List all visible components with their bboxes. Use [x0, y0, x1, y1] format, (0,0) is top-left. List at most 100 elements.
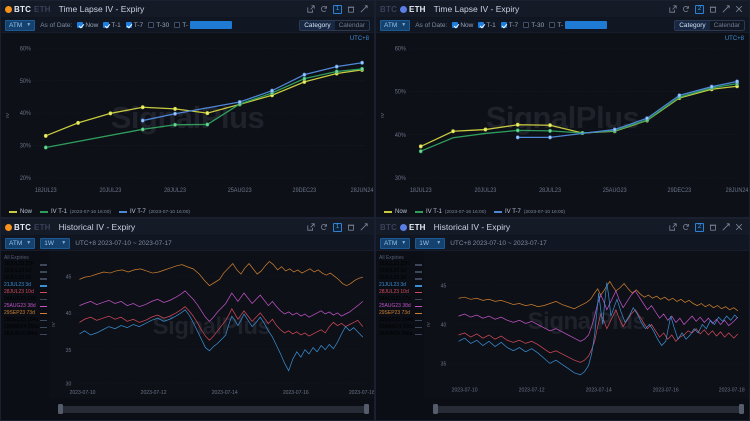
time-range-slider[interactable] — [376, 398, 749, 420]
coin-tabs[interactable]: BTC ETH — [380, 5, 426, 14]
coin-tab-eth[interactable]: ETH — [34, 223, 51, 232]
expiry-item-active[interactable]: 29SEP23 73d — [379, 310, 424, 317]
legend-item-now[interactable]: Now — [9, 209, 32, 215]
expiry-list: All Expiries 18JUL23 22h 19JUL23 1d 20JU… — [1, 251, 49, 398]
expiry-item-active[interactable]: 28JUL23 10d — [4, 289, 49, 296]
checkbox-now[interactable]: Now — [77, 22, 98, 29]
panel-index-badge[interactable]: 2 — [695, 4, 704, 14]
legend-item-t7[interactable]: IV T-7 (2023-07-10 16:00) — [494, 209, 565, 215]
coin-tabs[interactable]: BTC ETH — [380, 223, 426, 232]
coin-tab-eth[interactable]: ETH — [34, 5, 51, 14]
legend-swatch — [119, 211, 127, 213]
close-icon[interactable] — [735, 223, 743, 231]
checkbox-custom-date[interactable]: T- — [549, 21, 607, 29]
expiry-item[interactable]: 29MAR24 255d — [379, 324, 424, 331]
refresh-icon[interactable] — [682, 223, 690, 231]
view-mode-toggle[interactable]: Category Calendar — [674, 19, 745, 31]
refresh-icon[interactable] — [682, 5, 690, 13]
expiry-item[interactable]: 29DEC23 164d — [4, 317, 49, 324]
expiry-item[interactable]: 04AUG23 17d — [4, 296, 49, 303]
checkbox-t7[interactable]: T-7 — [125, 22, 143, 29]
external-link-icon[interactable] — [307, 223, 315, 231]
expiry-item[interactable]: 04AUG23 17d — [379, 296, 424, 303]
expiry-item[interactable]: 19JUL23 1d — [4, 268, 49, 275]
slider-handle-left[interactable] — [58, 404, 63, 414]
coin-tab-btc[interactable]: BTC — [5, 223, 31, 232]
external-link-icon[interactable] — [307, 5, 315, 13]
atm-select[interactable]: ATM ▼ — [5, 19, 36, 31]
expiry-item-active[interactable]: 29SEP23 73d — [4, 310, 49, 317]
expand-icon[interactable] — [360, 223, 368, 231]
legend-item-t1[interactable]: IV T-1 (2023-07-16 16:00) — [40, 209, 111, 215]
expiry-label: 18JUL23 22h — [379, 261, 409, 268]
coin-tab-btc[interactable]: BTC — [5, 5, 31, 14]
checkbox-t1[interactable]: T-1 — [103, 22, 121, 29]
coin-tab-btc[interactable]: BTC — [380, 5, 397, 14]
expiry-item[interactable]: 28JUN24 346d — [379, 331, 424, 338]
custom-date-input[interactable] — [564, 21, 607, 29]
refresh-icon[interactable] — [320, 223, 328, 231]
svg-text:30%: 30% — [395, 176, 406, 182]
expiry-item[interactable]: 18JUL23 22h — [4, 261, 49, 268]
atm-select[interactable]: ATM ▼ — [380, 19, 411, 31]
panel-index-badge[interactable]: 1 — [333, 222, 342, 232]
slider-track[interactable] — [58, 404, 369, 414]
expiry-item-active[interactable]: 25AUG23 38d — [4, 303, 49, 310]
expiry-item[interactable]: 29MAR24 255d — [4, 324, 49, 331]
panel-index-badge[interactable]: 1 — [333, 4, 342, 14]
coin-tab-eth[interactable]: ETH — [400, 223, 426, 232]
slider-handle-right[interactable] — [739, 404, 744, 414]
expiry-item[interactable]: 20JUL23 2d — [379, 275, 424, 282]
checkbox-now[interactable]: Now — [452, 22, 473, 29]
close-icon[interactable] — [735, 5, 743, 13]
checkbox-t7[interactable]: T-7 — [500, 22, 518, 29]
coin-tab-eth[interactable]: ETH — [400, 5, 426, 14]
legend-item-now[interactable]: Now — [384, 209, 407, 215]
delete-icon[interactable] — [709, 223, 717, 231]
view-mode-toggle[interactable]: Category Calendar — [299, 19, 370, 31]
atm-select[interactable]: ATM ▼ — [380, 237, 411, 249]
expiry-swatch — [40, 306, 47, 308]
expand-icon[interactable] — [722, 5, 730, 13]
custom-date-input[interactable] — [189, 21, 232, 29]
external-link-icon[interactable] — [669, 223, 677, 231]
time-range-slider[interactable] — [1, 398, 374, 420]
legend-item-t1[interactable]: IV T-1 (2023-07-16 16:00) — [415, 209, 486, 215]
view-mode-calendar[interactable]: Calendar — [713, 21, 740, 29]
coin-tabs[interactable]: BTC ETH — [5, 5, 51, 14]
checkbox-t30[interactable]: T-30 — [523, 22, 544, 29]
expiry-item-active[interactable]: 21JUL23 3d — [4, 282, 49, 289]
panel-index-badge[interactable]: 2 — [695, 222, 704, 232]
slider-handle-left[interactable] — [433, 404, 438, 414]
checkbox-t30[interactable]: T-30 — [148, 22, 169, 29]
expiry-item-active[interactable]: 25AUG23 38d — [379, 303, 424, 310]
expiry-item[interactable]: 19JUL23 1d — [379, 268, 424, 275]
expiry-item-active[interactable]: 21JUL23 3d — [379, 282, 424, 289]
delete-icon[interactable] — [709, 5, 717, 13]
expiry-item[interactable]: 28JUN24 346d — [4, 331, 49, 338]
period-select[interactable]: 1W ▼ — [40, 237, 71, 249]
checkbox-t1[interactable]: T-1 — [478, 22, 496, 29]
panel-controls: ATM ▼ As of Date: Now T-1 T-7 T-30 T- Ca… — [376, 18, 749, 33]
atm-select[interactable]: ATM ▼ — [5, 237, 36, 249]
coin-tabs[interactable]: BTC ETH — [5, 223, 51, 232]
view-mode-category[interactable]: Category — [300, 20, 335, 30]
coin-tab-btc[interactable]: BTC — [380, 223, 397, 232]
expiry-item[interactable]: 18JUL23 22h — [379, 261, 424, 268]
delete-icon[interactable] — [347, 223, 355, 231]
expiry-item[interactable]: 29DEC23 164d — [379, 317, 424, 324]
view-mode-category[interactable]: Category — [675, 20, 710, 30]
expand-icon[interactable] — [722, 223, 730, 231]
delete-icon[interactable] — [347, 5, 355, 13]
slider-handle-right[interactable] — [364, 404, 369, 414]
expiry-item[interactable]: 20JUL23 2d — [4, 275, 49, 282]
expand-icon[interactable] — [360, 5, 368, 13]
period-select[interactable]: 1W ▼ — [415, 237, 446, 249]
expiry-item-active[interactable]: 28JUL23 10d — [379, 289, 424, 296]
external-link-icon[interactable] — [669, 5, 677, 13]
legend-item-t7[interactable]: IV T-7 (2023-07-10 16:00) — [119, 209, 190, 215]
slider-track[interactable] — [433, 404, 744, 414]
view-mode-calendar[interactable]: Calendar — [338, 21, 365, 29]
checkbox-custom-date[interactable]: T- — [174, 21, 232, 29]
refresh-icon[interactable] — [320, 5, 328, 13]
